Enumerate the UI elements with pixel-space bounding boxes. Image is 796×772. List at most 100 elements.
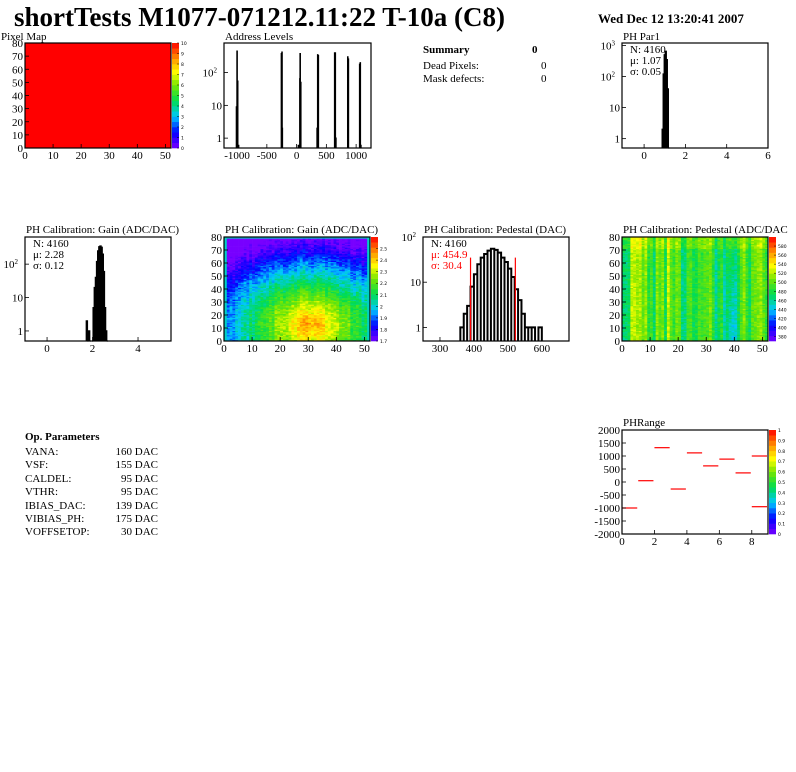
stat-sigma: σ: 0.12 <box>33 260 64 272</box>
heatmap-cell <box>353 281 357 283</box>
heatmap-cell <box>627 326 631 329</box>
heatmap-cell <box>367 329 371 331</box>
heatmap-cell <box>627 263 631 265</box>
heatmap-cell <box>263 335 267 338</box>
heatmap-cell <box>364 304 368 307</box>
heatmap-cell <box>246 305 250 308</box>
heatmap-cell <box>350 242 354 244</box>
heatmap-cell <box>243 313 247 316</box>
heatmap-cell <box>299 243 303 246</box>
heatmap-cell <box>313 316 317 318</box>
heatmap-cell <box>260 286 264 288</box>
heatmap-cell <box>313 330 317 333</box>
heatmap-cell <box>243 261 247 264</box>
heatmap-cell <box>341 322 346 325</box>
heatmap-cell <box>254 309 258 312</box>
heatmap-cell <box>232 266 236 269</box>
heatmap-cell <box>361 279 365 282</box>
heatmap-cell <box>243 325 247 327</box>
heatmap-cell <box>280 321 284 324</box>
colorbar-segment <box>371 315 378 321</box>
heatmap-cell <box>633 313 637 316</box>
heatmap-cell <box>633 265 637 268</box>
heatmap-cell <box>624 291 628 294</box>
op-parameter-value: 155 DAC <box>115 459 158 472</box>
heatmap-cell <box>344 255 348 257</box>
heatmap-cell <box>638 308 642 311</box>
heatmap-cell <box>638 292 642 295</box>
heatmap-cell <box>299 330 303 333</box>
heatmap-cell <box>330 250 334 252</box>
heatmap-cell <box>238 295 242 298</box>
heatmap-cell <box>627 329 631 331</box>
heatmap-cell <box>358 294 362 296</box>
heatmap-cell <box>339 317 343 320</box>
heatmap-cell <box>285 338 289 340</box>
heatmap-cell <box>235 244 239 247</box>
heatmap-cell <box>355 278 360 281</box>
heatmap-cell <box>347 269 351 272</box>
heatmap-cell <box>235 282 239 285</box>
heatmap-cell <box>319 278 323 281</box>
heatmap-cell <box>333 265 337 268</box>
heatmap-cell <box>224 285 228 287</box>
heatmap-cell <box>285 318 289 321</box>
heatmap-cell <box>636 338 640 340</box>
heatmap-cell <box>341 250 346 252</box>
heatmap-cell <box>297 272 301 274</box>
heatmap-cell <box>622 277 626 279</box>
heatmap-cell <box>308 266 312 269</box>
heatmap-cell <box>341 294 346 296</box>
heatmap-cell <box>364 305 368 308</box>
heatmap-cell <box>224 334 228 337</box>
heatmap-cell <box>235 290 239 292</box>
heatmap-cell <box>299 335 303 338</box>
heatmap-cell <box>297 303 301 305</box>
heatmap-cell <box>627 274 631 277</box>
heatmap-cell <box>316 261 320 264</box>
heatmap-cell <box>633 276 637 278</box>
heatmap-cell <box>311 247 315 249</box>
heatmap-cell <box>305 259 309 261</box>
heatmap-cell <box>282 272 287 274</box>
heatmap-cell <box>367 289 371 291</box>
heatmap-cell <box>252 265 256 268</box>
heatmap-cell <box>319 302 323 304</box>
heatmap-cell <box>235 237 239 239</box>
heatmap-cell <box>316 240 320 243</box>
heatmap-cell <box>246 302 250 304</box>
heatmap-cell <box>350 255 354 257</box>
exponent: 3 <box>612 39 616 47</box>
heatmap-cell <box>288 240 292 243</box>
heatmap-cell <box>277 240 281 243</box>
heatmap-cell <box>333 311 337 313</box>
heatmap-cell <box>330 292 334 295</box>
colorbar-tick-label: 2.2 <box>380 281 387 287</box>
heatmap-cell <box>636 326 640 329</box>
heatmap-cell <box>235 321 239 324</box>
heatmap-cell <box>285 305 289 308</box>
heatmap-cell <box>249 307 253 309</box>
heatmap-cell <box>266 278 270 281</box>
heatmap-cell <box>277 309 281 312</box>
heatmap-cell <box>636 299 640 301</box>
heatmap-cell <box>313 251 317 253</box>
heatmap-cell <box>336 237 340 239</box>
heatmap-cell <box>224 304 228 307</box>
heatmap-cell <box>238 292 242 295</box>
heatmap-cell <box>282 270 287 273</box>
heatmap-cell <box>288 307 292 309</box>
heatmap-cell <box>291 334 295 337</box>
heatmap-cell <box>285 255 289 257</box>
heatmap-cell <box>257 316 261 318</box>
heatmap-cell <box>344 313 348 316</box>
heatmap-cell <box>347 257 351 260</box>
heatmap-cell <box>282 246 287 248</box>
heatmap-cell <box>249 264 253 266</box>
heatmap-cell <box>316 312 320 314</box>
heatmap-cell <box>294 298 298 300</box>
heatmap-cell <box>313 326 317 329</box>
heatmap-cell <box>302 259 306 261</box>
heatmap-cell <box>282 335 287 338</box>
heatmap-cell <box>252 266 256 269</box>
